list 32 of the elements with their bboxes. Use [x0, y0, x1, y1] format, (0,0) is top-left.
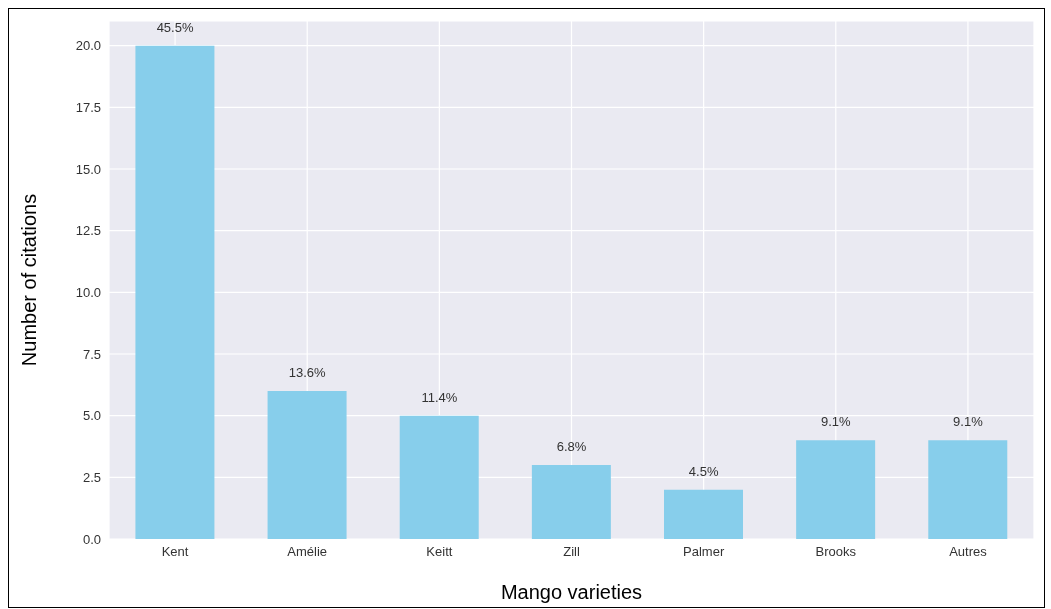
annotation: 45.5%: [156, 19, 194, 35]
y-tick-label: 20.0: [75, 38, 101, 54]
x-tick-label: Brooks: [815, 544, 857, 560]
y-tick-label: 2.5: [82, 469, 101, 485]
bar: [399, 415, 479, 539]
x-tick-label: Keitt: [426, 544, 453, 560]
y-tick-label: 7.5: [82, 346, 101, 362]
x-tick-label: Autres: [949, 544, 988, 560]
y-tick-label: 17.5: [75, 99, 101, 115]
y-axis-title: Number of citations: [18, 193, 41, 367]
bar: [796, 440, 876, 539]
y-tick-label: 5.0: [82, 408, 101, 424]
x-axis-title: Mango varieties: [500, 581, 643, 603]
x-tick-label: Palmer: [683, 544, 725, 560]
bar: [267, 391, 347, 539]
annotation: 9.1%: [820, 414, 852, 430]
annotation: 13.6%: [288, 365, 327, 380]
y-tick-label: 15.0: [75, 161, 101, 177]
y-tick-label: 10.0: [75, 284, 101, 300]
annotation: 11.4%: [421, 389, 458, 405]
x-tick-label: Amélie: [287, 544, 328, 560]
y-tick-label: 0.0: [82, 531, 101, 547]
y-tick-label: 12.5: [75, 223, 101, 239]
bar: [664, 489, 743, 539]
annotation: 4.5%: [688, 463, 719, 479]
annotation: 6.8%: [556, 439, 587, 454]
x-tick-label: Zill: [563, 544, 580, 560]
bar: [135, 45, 215, 539]
bar: [928, 440, 1008, 539]
bar: [531, 465, 611, 539]
x-tick-label: Kent: [161, 544, 189, 560]
annotation: 9.1%: [953, 414, 984, 430]
